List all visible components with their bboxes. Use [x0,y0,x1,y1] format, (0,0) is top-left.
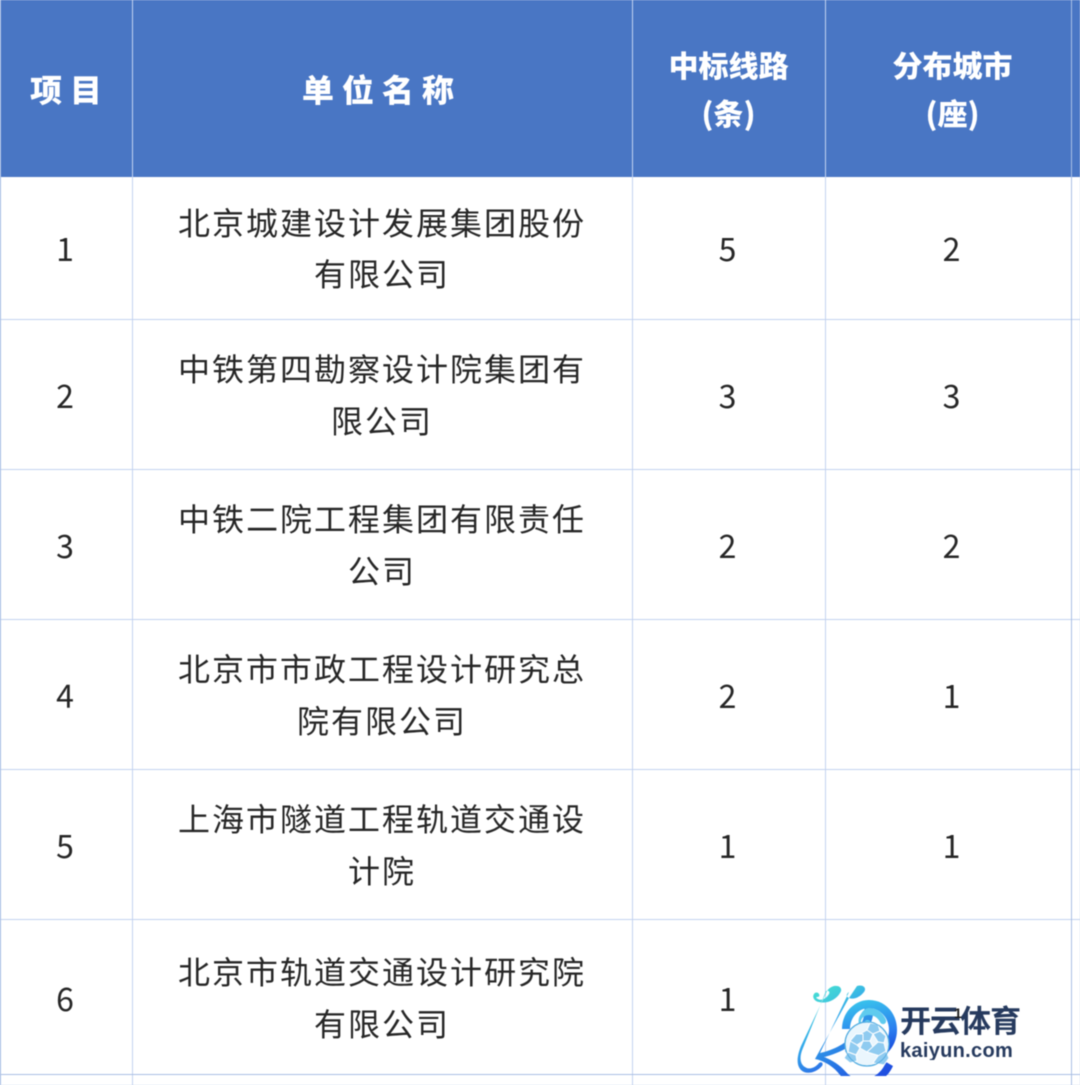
svg-text:kaiyun.com: kaiyun.com [900,1040,1013,1060]
svg-text:1: 1 [954,1005,962,1021]
